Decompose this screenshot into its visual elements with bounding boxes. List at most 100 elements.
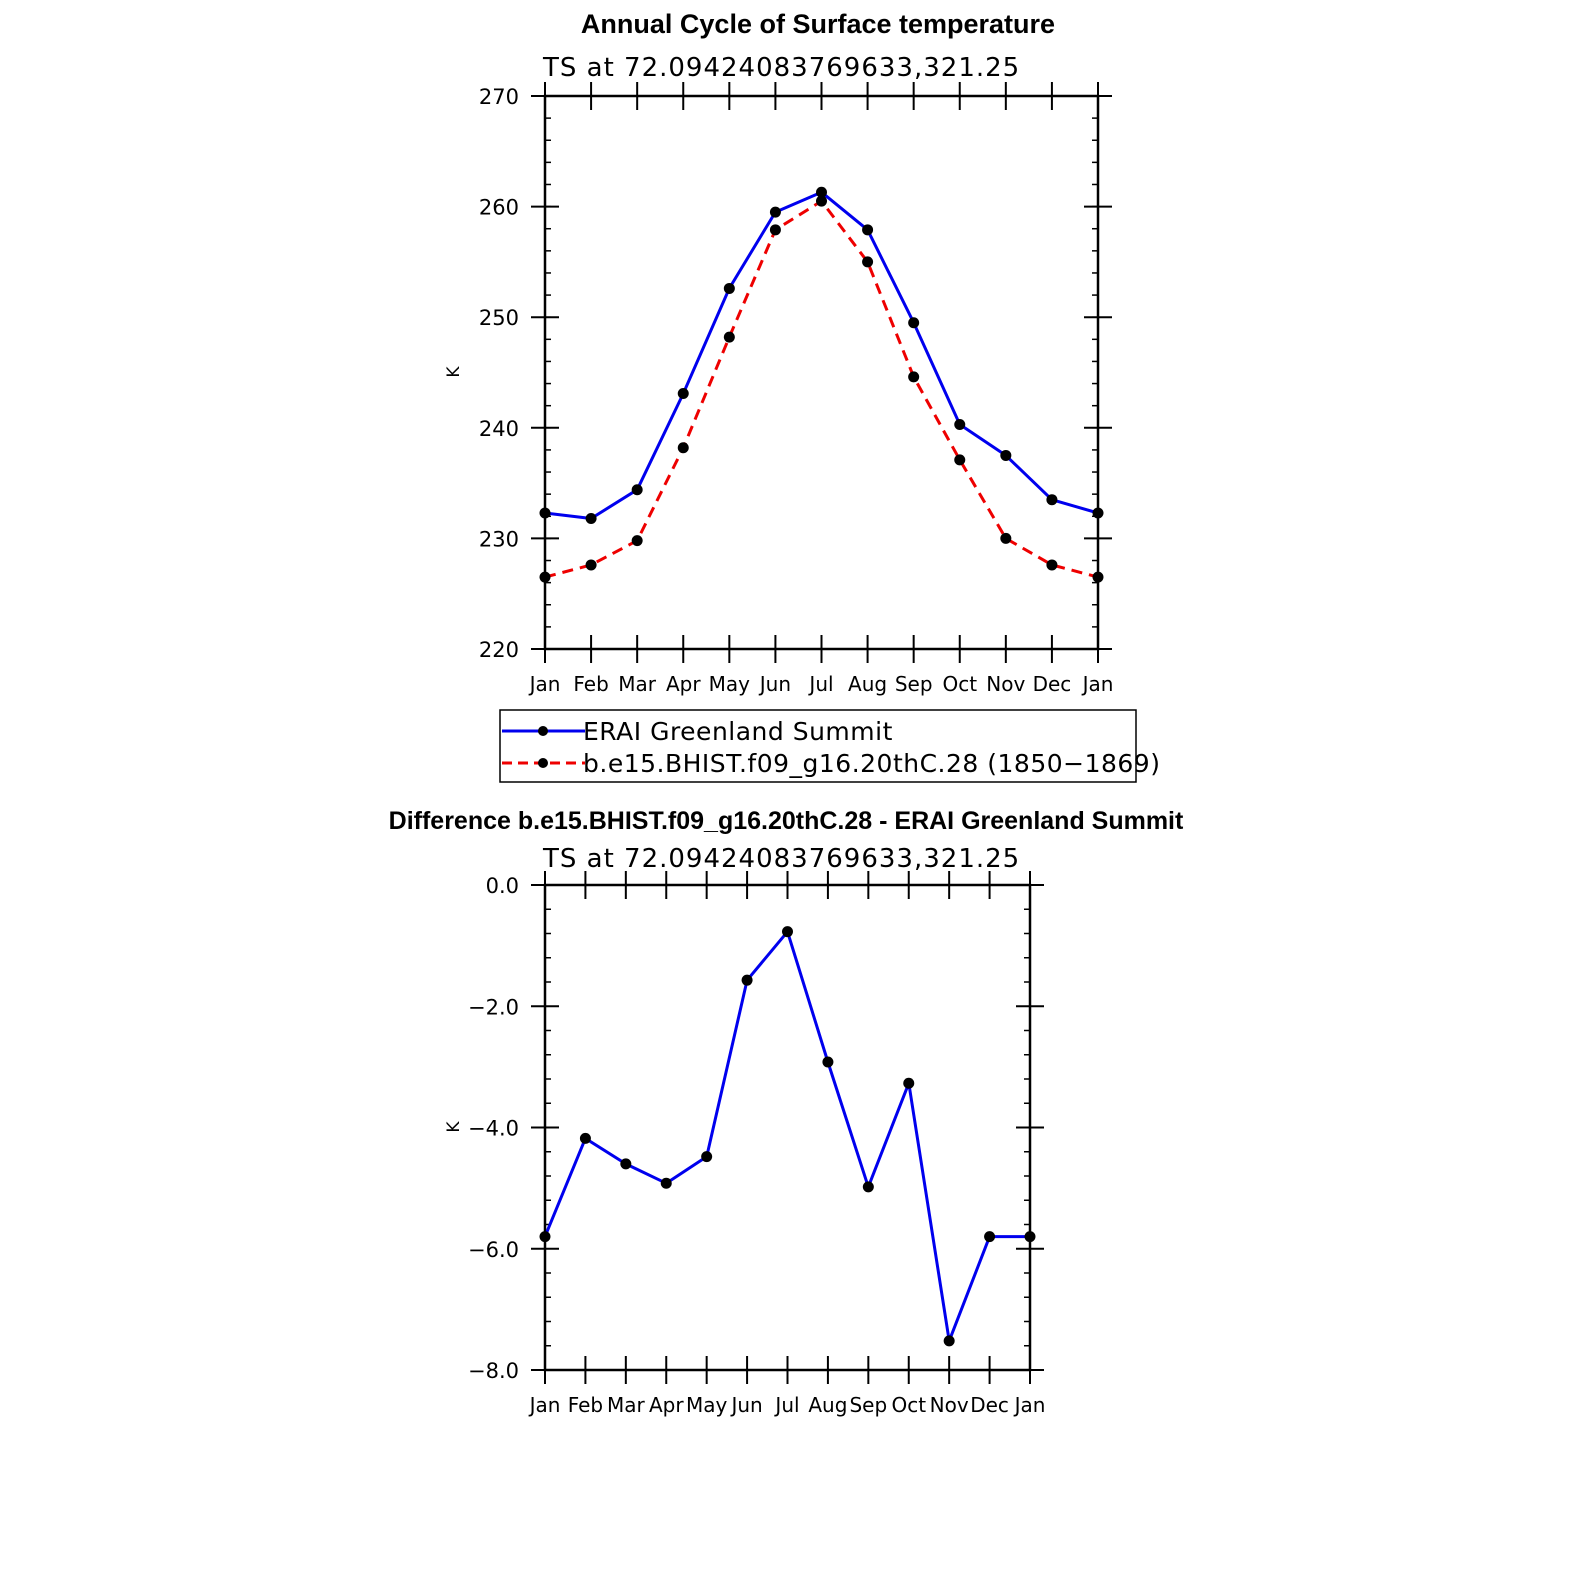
p1-series-1-point (677, 442, 689, 454)
legend-label-erai: ERAI Greenland Summit (583, 717, 893, 746)
x-tick-label: Jun (758, 672, 791, 696)
p1-series-1-point (954, 454, 966, 466)
p2-series-line-0 (543, 930, 1030, 1343)
x-tick-label: Apr (649, 1393, 684, 1417)
p1-series-1-point (769, 224, 781, 236)
x-tick-label: Jan (1013, 1393, 1046, 1417)
p1-series-0-point (862, 224, 874, 236)
p2-series-0-point (701, 1151, 713, 1163)
x-tick-label: Feb (573, 672, 608, 696)
legend-marker-erai (538, 726, 548, 736)
p1-series-0-point (954, 418, 966, 430)
panel1-subtitle: TS at 72.09424083769633,321.25 (542, 53, 1020, 83)
p1-series-line-0 (544, 190, 1099, 520)
p2-series-0-point (943, 1335, 955, 1347)
panel2-axes (531, 871, 1044, 1384)
y-tick-label: 230 (479, 527, 519, 551)
p1-series-0-point (723, 282, 735, 294)
p2-series-0-point (984, 1231, 996, 1243)
x-tick-label: Mar (607, 1393, 646, 1417)
panel2-series-lines (543, 930, 1030, 1343)
p2-series-0-point (822, 1056, 834, 1068)
p2-series-0-point (579, 1132, 591, 1144)
p2-series-0-point (660, 1177, 672, 1189)
x-tick-label: Dec (1033, 672, 1072, 696)
panel2-subtitle: TS at 72.09424083769633,321.25 (542, 844, 1020, 874)
x-tick-label: May (686, 1393, 728, 1417)
panel2-title: Difference b.e15.BHIST.f09_g16.20thC.28 … (389, 807, 1184, 835)
x-tick-label: Sep (849, 1393, 887, 1417)
x-tick-label: Jan (1081, 672, 1114, 696)
p1-series-0-point (539, 507, 551, 519)
y-tick-label: 250 (479, 306, 519, 330)
p2-series-0-point (1024, 1231, 1036, 1243)
p1-series-1-point (908, 371, 920, 383)
y-tick-label: 220 (479, 638, 519, 662)
p1-series-0-point (816, 186, 827, 198)
legend-entry-erai: ERAI Greenland Summit (502, 717, 893, 746)
p1-series-0-point (908, 317, 920, 329)
p1-series-1-point (539, 571, 551, 583)
y-tick-label: −4.0 (468, 1117, 519, 1141)
p2-series-0-point (903, 1077, 915, 1089)
panel2-y-tick-labels: −8.0 −6.0 −4.0 −2.0 0.0 (468, 874, 519, 1383)
legend-entry-model: b.e15.BHIST.f09_g16.20thC.28 (1850−1869) (502, 749, 1160, 778)
x-tick-label: Jan (528, 1393, 561, 1417)
p1-series-0-point (1000, 449, 1012, 461)
panel1-axes (531, 82, 1112, 663)
x-tick-label: Nov (930, 1393, 969, 1417)
x-tick-label: Jan (528, 672, 561, 696)
panel1-x-tick-labels: Jan Feb Mar Apr May Jun Jul Aug Sep Oct Nov Dec Jan (528, 672, 1114, 696)
p2-plot-frame (543, 883, 1032, 1372)
x-tick-label: Mar (618, 672, 657, 696)
x-tick-label: Nov (986, 672, 1025, 696)
y-tick-label: 240 (479, 417, 519, 441)
panel1-y-axis-label: K (444, 366, 464, 378)
panel2-x-tick-labels: Jan Feb Mar Apr May Jun Jul Aug Sep Oct Nov Dec Jan (528, 1393, 1046, 1417)
p1-series-0-point (1046, 494, 1058, 506)
legend: ERAI Greenland Summit b.e15.BHIST.f09_g1… (499, 709, 1160, 783)
panel2-y-axis-label: K (444, 1121, 464, 1133)
y-tick-label: 260 (479, 196, 519, 220)
p1-series-0-point (677, 388, 689, 400)
x-tick-label: May (709, 672, 751, 696)
p1-series-1-point (631, 535, 643, 547)
p2-series-0-point (782, 926, 793, 938)
p2-series-0-point (862, 1181, 874, 1193)
legend-marker-model (538, 758, 548, 768)
p1-series-0-point (631, 484, 643, 496)
panel-difference: Difference b.e15.BHIST.f09_g16.20thC.28 … (389, 807, 1184, 1417)
p1-series-1-point (816, 195, 827, 207)
y-tick-label: −2.0 (468, 995, 519, 1019)
p1-plot-frame (543, 94, 1100, 651)
p2-series-0-point (539, 1231, 551, 1243)
x-tick-label: Feb (568, 1393, 603, 1417)
p1-series-0-point (585, 512, 597, 524)
p1-series-1-point (1092, 571, 1104, 583)
x-tick-label: Oct (891, 1393, 926, 1417)
x-tick-label: Jul (807, 672, 833, 696)
y-tick-label: −8.0 (468, 1359, 519, 1383)
x-tick-label: Aug (848, 672, 887, 696)
p1-series-0-point (1092, 507, 1104, 519)
panel1-data-points (539, 186, 1104, 583)
x-tick-label: Dec (970, 1393, 1009, 1417)
x-tick-label: Jul (773, 1393, 799, 1417)
panel1-title: Annual Cycle of Surface temperature (581, 9, 1055, 39)
panel1-series-lines (544, 190, 1099, 579)
p1-series-1-point (1046, 559, 1058, 571)
y-tick-label: 0.0 (486, 874, 519, 898)
legend-box (499, 709, 1137, 783)
panel1-y-tick-labels: 220 230 240 250 260 270 (479, 85, 519, 662)
p1-series-line-1 (544, 199, 1099, 579)
p1-series-1-point (723, 331, 735, 343)
x-tick-label: Sep (895, 672, 933, 696)
panel-annual-cycle: Annual Cycle of Surface temperature TS a… (444, 9, 1160, 783)
y-tick-label: −6.0 (468, 1238, 519, 1262)
p2-series-0-point (620, 1158, 632, 1170)
p1-series-1-point (1000, 532, 1012, 544)
p1-series-1-point (862, 256, 874, 268)
panel2-data-points (539, 926, 1036, 1347)
p1-series-1-point (585, 559, 597, 571)
